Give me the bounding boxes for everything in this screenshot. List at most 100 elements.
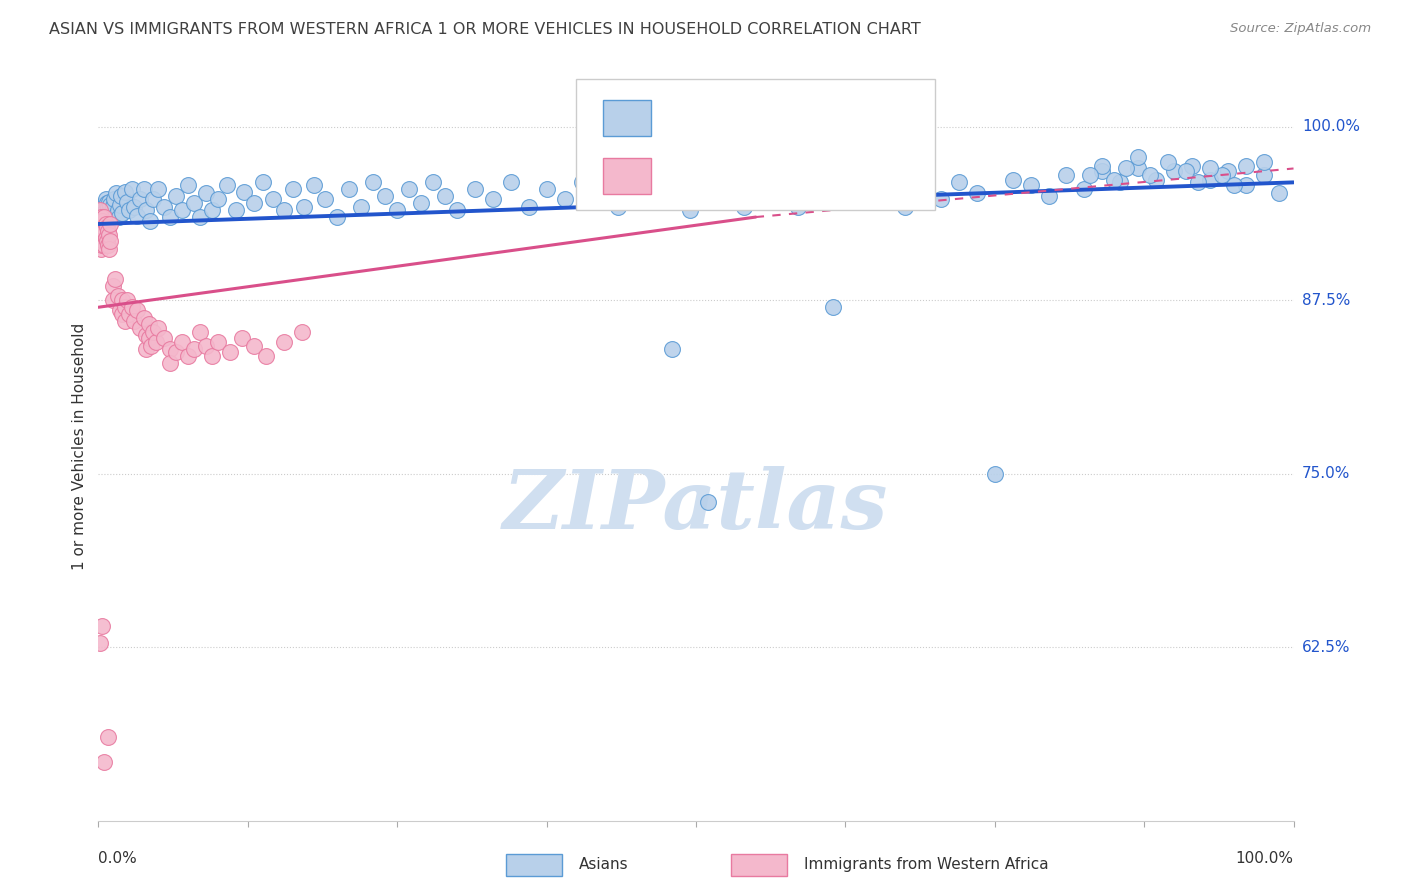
Point: [339, 182, 361, 196]
Point: [823, 300, 845, 314]
Point: [107, 210, 129, 224]
Point: [536, 182, 558, 196]
Point: [207, 334, 229, 349]
FancyBboxPatch shape: [603, 100, 651, 136]
Point: [1253, 169, 1275, 183]
Point: [1104, 172, 1126, 186]
Point: [1080, 169, 1102, 183]
Point: [1157, 154, 1180, 169]
Point: [115, 194, 138, 209]
Point: [103, 192, 125, 206]
Text: R =  0.100   N =  75: R = 0.100 N = 75: [665, 167, 879, 186]
Point: [121, 300, 143, 314]
Point: [422, 175, 444, 189]
Point: [142, 325, 165, 339]
Point: [91, 219, 114, 234]
Point: [96, 234, 118, 248]
Point: [350, 200, 373, 214]
Point: [96, 196, 118, 211]
Point: [894, 200, 917, 214]
Y-axis label: 1 or more Vehicles in Household: 1 or more Vehicles in Household: [72, 322, 87, 570]
Point: [115, 293, 138, 308]
Point: [124, 314, 146, 328]
Point: [110, 189, 132, 203]
Point: [1253, 154, 1275, 169]
Point: [183, 196, 205, 211]
Point: [589, 189, 612, 203]
Point: [118, 307, 141, 321]
Point: [292, 200, 315, 214]
Point: [91, 619, 114, 633]
Point: [114, 300, 136, 314]
Point: [97, 237, 120, 252]
Point: [93, 206, 115, 220]
Point: [1187, 175, 1209, 189]
Point: [91, 206, 114, 220]
Point: [159, 342, 181, 356]
Point: [107, 289, 129, 303]
Point: [91, 217, 114, 231]
Point: [121, 182, 143, 196]
Point: [517, 200, 540, 214]
Point: [91, 237, 114, 252]
Point: [177, 349, 200, 363]
Point: [98, 197, 122, 211]
Point: [89, 210, 111, 224]
Point: [93, 212, 115, 227]
Point: [1091, 159, 1114, 173]
Point: [233, 185, 256, 199]
Point: [252, 175, 274, 189]
Point: [98, 242, 121, 256]
Point: [768, 192, 790, 206]
Point: [94, 231, 117, 245]
Point: [1019, 178, 1042, 193]
Point: [1091, 164, 1114, 178]
Point: [93, 210, 115, 224]
Point: [554, 192, 576, 206]
Point: [90, 214, 112, 228]
Point: [1268, 186, 1291, 201]
Point: [142, 192, 165, 206]
Point: [201, 203, 224, 218]
Point: [751, 178, 773, 193]
Point: [94, 203, 117, 218]
Point: [159, 356, 181, 370]
Point: [858, 175, 880, 189]
Point: [153, 200, 176, 214]
Point: [135, 203, 157, 218]
Text: ASIAN VS IMMIGRANTS FROM WESTERN AFRICA 1 OR MORE VEHICLES IN HOUSEHOLD CORRELAT: ASIAN VS IMMIGRANTS FROM WESTERN AFRICA …: [49, 22, 921, 37]
Point: [105, 186, 128, 201]
Point: [626, 182, 648, 196]
Point: [804, 178, 827, 193]
Point: [1216, 164, 1239, 178]
Point: [876, 189, 898, 203]
Point: [118, 203, 141, 218]
Point: [201, 349, 224, 363]
Point: [90, 210, 112, 224]
Point: [90, 200, 112, 214]
Point: [90, 219, 112, 234]
Point: [89, 636, 111, 650]
Point: [91, 234, 114, 248]
Point: [96, 206, 118, 220]
Point: [98, 234, 122, 248]
Point: [302, 178, 325, 193]
Point: [98, 228, 121, 243]
Point: [101, 293, 124, 308]
FancyBboxPatch shape: [576, 78, 935, 210]
Point: [446, 203, 468, 218]
Point: [139, 339, 162, 353]
Point: [177, 178, 200, 193]
Point: [125, 303, 148, 318]
Text: 0.0%: 0.0%: [98, 851, 138, 866]
Point: [145, 334, 167, 349]
Point: [90, 211, 112, 226]
Point: [89, 214, 111, 228]
Text: 100.0%: 100.0%: [1236, 851, 1294, 866]
Point: [679, 203, 702, 218]
Point: [499, 175, 522, 189]
Point: [91, 210, 114, 224]
Point: [89, 206, 111, 220]
Point: [93, 237, 115, 252]
Point: [195, 186, 218, 201]
